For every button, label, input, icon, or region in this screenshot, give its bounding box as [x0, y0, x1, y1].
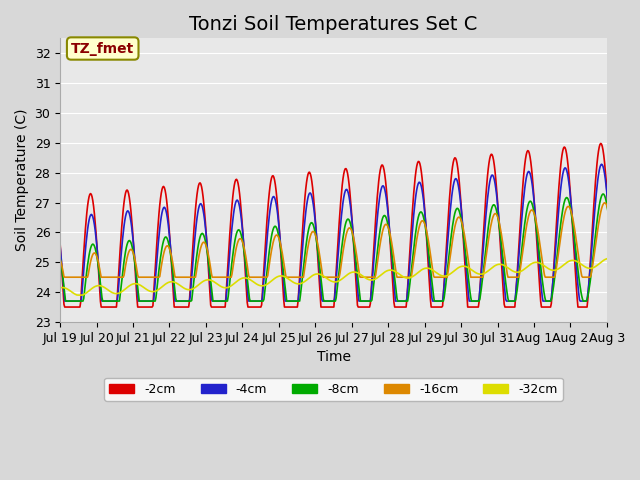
-8cm — [125, 238, 133, 243]
Line: -16cm: -16cm — [60, 199, 640, 277]
-4cm — [284, 298, 291, 304]
-8cm — [62, 298, 70, 304]
-2cm — [413, 163, 420, 169]
-16cm — [637, 196, 640, 202]
-2cm — [445, 196, 453, 202]
-4cm — [61, 298, 68, 304]
-4cm — [634, 158, 640, 164]
-4cm — [413, 187, 420, 192]
-2cm — [284, 304, 291, 310]
-2cm — [56, 241, 64, 247]
-16cm — [233, 244, 241, 250]
-16cm — [284, 274, 291, 280]
-16cm — [413, 237, 420, 242]
Text: TZ_fmet: TZ_fmet — [71, 41, 134, 56]
Line: -32cm: -32cm — [60, 257, 640, 295]
-16cm — [125, 248, 133, 253]
-8cm — [233, 230, 241, 236]
-8cm — [413, 222, 420, 228]
-2cm — [125, 195, 133, 201]
Line: -4cm: -4cm — [60, 161, 640, 301]
-4cm — [233, 198, 241, 204]
-16cm — [56, 257, 64, 263]
-16cm — [445, 259, 453, 264]
-32cm — [445, 272, 453, 277]
-32cm — [74, 292, 81, 298]
-32cm — [56, 285, 64, 291]
Title: Tonzi Soil Temperatures Set C: Tonzi Soil Temperatures Set C — [189, 15, 477, 34]
Y-axis label: Soil Temperature (C): Soil Temperature (C) — [15, 109, 29, 252]
-4cm — [125, 211, 133, 216]
-2cm — [262, 240, 269, 246]
-2cm — [61, 304, 68, 310]
-4cm — [445, 216, 453, 222]
-8cm — [636, 188, 640, 193]
-8cm — [56, 255, 64, 261]
-32cm — [233, 279, 241, 285]
-32cm — [125, 283, 133, 288]
-32cm — [262, 282, 269, 288]
-32cm — [413, 271, 420, 276]
-8cm — [284, 298, 291, 304]
-4cm — [56, 244, 64, 250]
Line: -8cm: -8cm — [60, 191, 640, 301]
-4cm — [262, 256, 269, 262]
-8cm — [262, 283, 269, 288]
-32cm — [284, 276, 291, 281]
X-axis label: Time: Time — [317, 350, 351, 364]
Line: -2cm: -2cm — [60, 140, 640, 307]
-16cm — [61, 274, 68, 280]
-16cm — [262, 274, 269, 280]
Legend: -2cm, -4cm, -8cm, -16cm, -32cm: -2cm, -4cm, -8cm, -16cm, -32cm — [104, 378, 563, 401]
-8cm — [445, 248, 453, 254]
-2cm — [634, 137, 640, 143]
-2cm — [233, 177, 241, 182]
